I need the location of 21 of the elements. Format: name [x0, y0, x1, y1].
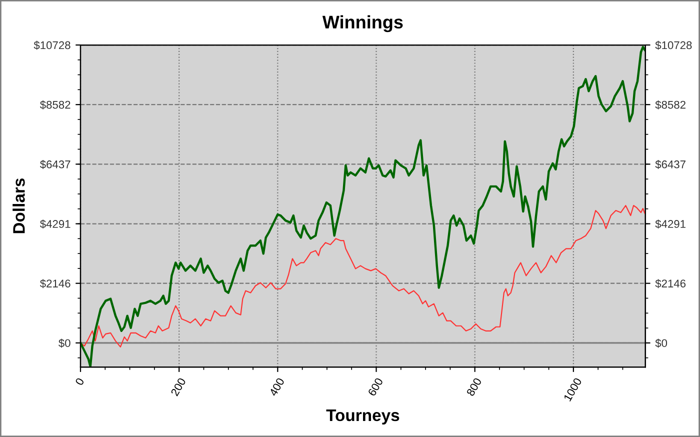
y-tick-label: $6437 — [40, 160, 70, 169]
y-tick-label: $2146 — [40, 279, 70, 288]
x-tick-label: 0 — [74, 377, 84, 386]
y-tick-label: $10728 — [34, 40, 70, 50]
x-tick-label: 600 — [368, 377, 384, 396]
x-tick-label: 800 — [466, 377, 482, 397]
y2-tick-label: $6437 — [655, 160, 686, 169]
y-axis-title: Dollars — [12, 178, 25, 234]
x-tick-label: 200 — [170, 377, 186, 396]
y-tick-label: $0 — [58, 338, 70, 348]
line-series — [80, 204, 646, 348]
chart-title: Winnings — [322, 15, 403, 32]
y2-tick-label: $0 — [655, 338, 668, 348]
x-tick-label: 400 — [268, 377, 285, 397]
y-tick-label: $4291 — [40, 220, 70, 229]
y2-tick-label: $8582 — [655, 100, 686, 110]
y-tick-label: $8582 — [40, 100, 70, 110]
y2-tick-label: $2146 — [655, 279, 686, 288]
x-axis-title: Tourneys — [326, 410, 400, 424]
y2-tick-label: $4291 — [655, 220, 686, 229]
y2-tick-label: $10728 — [655, 40, 692, 50]
